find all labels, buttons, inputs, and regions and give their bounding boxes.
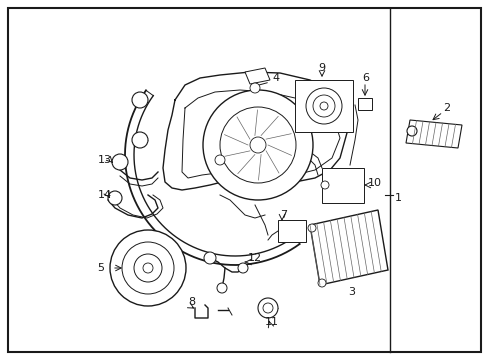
Text: 11: 11	[264, 317, 279, 327]
Circle shape	[108, 191, 122, 205]
Polygon shape	[244, 68, 269, 84]
Text: 10: 10	[367, 178, 381, 188]
Text: 13: 13	[98, 155, 112, 165]
Text: 4: 4	[271, 73, 279, 83]
Circle shape	[132, 132, 148, 148]
Circle shape	[305, 88, 341, 124]
Text: 8: 8	[187, 297, 195, 307]
Bar	[321, 168, 363, 203]
Circle shape	[263, 303, 272, 313]
Circle shape	[312, 95, 334, 117]
Circle shape	[142, 263, 153, 273]
Text: 9: 9	[317, 63, 325, 73]
Text: 12: 12	[247, 253, 262, 263]
Circle shape	[112, 154, 128, 170]
Circle shape	[238, 263, 247, 273]
Text: 1: 1	[394, 193, 401, 203]
Circle shape	[203, 90, 312, 200]
Text: 3: 3	[347, 287, 354, 297]
Circle shape	[134, 254, 162, 282]
Circle shape	[203, 252, 216, 264]
Circle shape	[249, 137, 265, 153]
Circle shape	[258, 298, 278, 318]
Circle shape	[406, 126, 416, 136]
Text: 6: 6	[361, 73, 368, 83]
Bar	[357, 98, 371, 110]
Text: 14: 14	[98, 190, 112, 200]
Circle shape	[319, 102, 327, 110]
Circle shape	[217, 283, 226, 293]
Polygon shape	[405, 120, 461, 148]
Bar	[278, 220, 305, 242]
Circle shape	[220, 107, 295, 183]
Polygon shape	[309, 210, 387, 285]
Text: 5: 5	[97, 263, 104, 273]
Circle shape	[249, 83, 260, 93]
Circle shape	[132, 92, 148, 108]
Circle shape	[122, 242, 174, 294]
Circle shape	[307, 224, 315, 232]
Circle shape	[317, 279, 325, 287]
Text: 2: 2	[442, 103, 449, 113]
Bar	[294, 80, 352, 132]
Circle shape	[215, 155, 224, 165]
Circle shape	[320, 181, 328, 189]
Text: 7: 7	[280, 210, 286, 220]
Circle shape	[110, 230, 185, 306]
